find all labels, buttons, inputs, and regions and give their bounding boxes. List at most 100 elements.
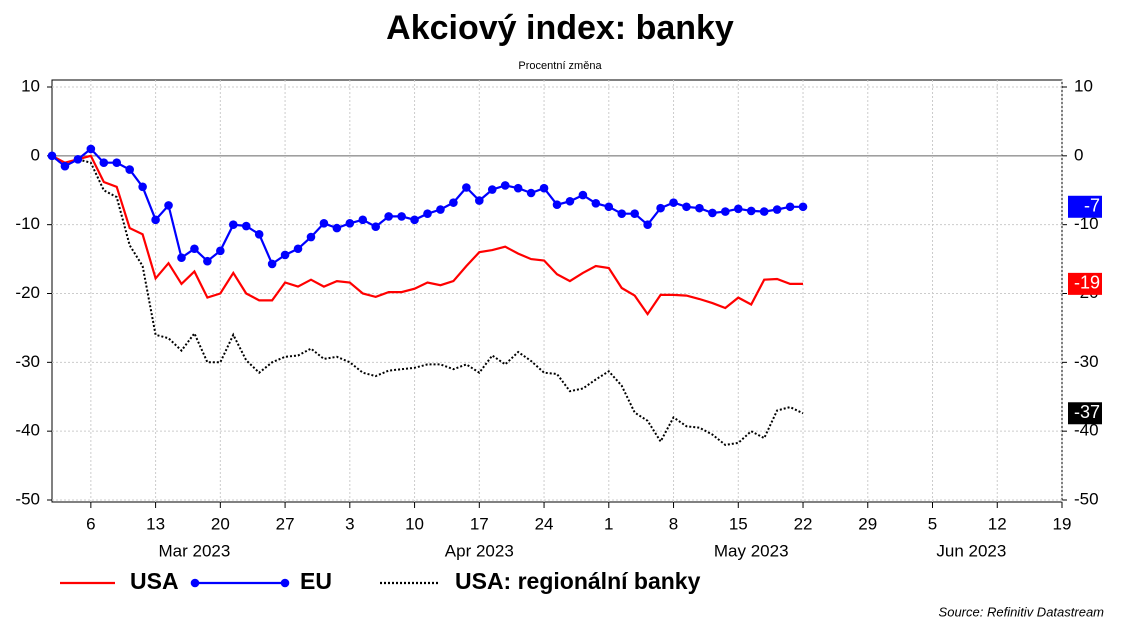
y2-tick-label: -50 bbox=[1074, 489, 1099, 508]
legend-marker bbox=[280, 578, 290, 588]
x-tick-label: 27 bbox=[276, 514, 295, 533]
point bbox=[669, 198, 678, 207]
chart-subtitle: Procentní změna bbox=[518, 60, 602, 72]
point bbox=[539, 183, 549, 193]
end-badge bbox=[1068, 272, 1102, 295]
x-tick-label: 15 bbox=[729, 514, 748, 533]
end-label: -37 bbox=[1074, 402, 1100, 422]
month-label: May 2023 bbox=[714, 541, 789, 560]
x-tick-label: 20 bbox=[211, 514, 230, 533]
point bbox=[384, 212, 393, 221]
series-line bbox=[51, 154, 803, 317]
point bbox=[60, 161, 70, 171]
end-badge bbox=[1068, 402, 1102, 425]
chart-title: Akciový index: banky bbox=[386, 9, 734, 47]
y-tick-label: 10 bbox=[21, 76, 40, 95]
point bbox=[708, 208, 717, 218]
point bbox=[267, 259, 277, 269]
point bbox=[513, 183, 523, 193]
y-tick-label: -20 bbox=[15, 283, 40, 302]
x-tick-label: 13 bbox=[146, 514, 165, 533]
point bbox=[721, 207, 730, 216]
point bbox=[746, 206, 756, 216]
x-tick-label: 19 bbox=[1053, 514, 1072, 533]
point bbox=[151, 215, 160, 225]
point bbox=[578, 190, 588, 200]
x-tick-label: 17 bbox=[470, 514, 489, 533]
point bbox=[552, 200, 562, 210]
point bbox=[138, 182, 147, 192]
point bbox=[591, 199, 601, 208]
end-label: -19 bbox=[1074, 273, 1100, 293]
source: Source: Refinitiv Datastream bbox=[939, 604, 1105, 619]
point bbox=[785, 202, 795, 212]
point bbox=[164, 201, 173, 210]
x-tick-label: 3 bbox=[345, 514, 354, 533]
point bbox=[73, 154, 83, 164]
y-tick-label: -30 bbox=[15, 352, 40, 371]
point bbox=[695, 203, 704, 213]
month-label: Apr 2023 bbox=[445, 541, 514, 560]
point bbox=[345, 218, 355, 228]
x-tick-label: 12 bbox=[988, 514, 1007, 533]
legend-marker bbox=[190, 578, 200, 588]
point bbox=[772, 205, 782, 214]
x-tick-label: 10 bbox=[405, 514, 424, 533]
point bbox=[656, 203, 665, 213]
y-tick-label: -10 bbox=[15, 214, 40, 233]
end-badge bbox=[1068, 195, 1102, 218]
point bbox=[604, 202, 614, 212]
y-tick-label: -50 bbox=[15, 489, 40, 508]
point bbox=[565, 196, 575, 206]
point bbox=[241, 221, 251, 231]
y2-tick-label: -40 bbox=[1074, 421, 1099, 440]
point bbox=[630, 209, 639, 218]
legend-label: USA: regionální banky bbox=[455, 568, 701, 594]
point bbox=[436, 205, 445, 214]
point bbox=[500, 181, 510, 190]
point bbox=[319, 218, 329, 228]
y2-tick-label: -10 bbox=[1074, 214, 1099, 233]
x-tick-label: 22 bbox=[794, 514, 813, 533]
point bbox=[759, 207, 769, 216]
point bbox=[462, 183, 471, 192]
point bbox=[475, 196, 484, 205]
point bbox=[228, 220, 238, 229]
y-tick-label: -40 bbox=[15, 421, 40, 440]
legend-label: EU bbox=[300, 568, 332, 594]
point bbox=[423, 209, 432, 218]
point bbox=[526, 188, 536, 198]
point bbox=[112, 158, 122, 168]
point bbox=[682, 202, 691, 212]
point bbox=[371, 222, 381, 232]
point bbox=[125, 165, 134, 174]
point bbox=[358, 215, 368, 225]
legend-label: USA bbox=[130, 568, 179, 594]
y2-tick-label: 0 bbox=[1074, 145, 1083, 164]
point bbox=[177, 253, 186, 263]
point bbox=[410, 215, 419, 225]
point bbox=[280, 250, 290, 260]
x-tick-label: 29 bbox=[858, 514, 877, 533]
x-tick-label: 8 bbox=[669, 514, 678, 533]
point bbox=[293, 244, 303, 254]
y-tick-label: 0 bbox=[31, 145, 40, 164]
x-tick-label: 5 bbox=[928, 514, 937, 533]
point bbox=[643, 220, 652, 229]
point bbox=[617, 209, 627, 218]
end-label: -7 bbox=[1084, 196, 1100, 216]
point bbox=[733, 204, 743, 214]
x-tick-label: 1 bbox=[604, 514, 613, 533]
point bbox=[798, 202, 808, 212]
x-tick-label: 6 bbox=[86, 514, 95, 533]
y2-tick-label: 10 bbox=[1074, 76, 1093, 95]
month-label: Jun 2023 bbox=[936, 541, 1006, 560]
point bbox=[397, 212, 406, 221]
x-tick-label: 24 bbox=[535, 514, 554, 533]
point bbox=[449, 198, 458, 207]
point bbox=[203, 256, 212, 266]
point bbox=[99, 158, 109, 168]
point bbox=[254, 230, 264, 239]
y2-tick-label: -30 bbox=[1074, 352, 1099, 371]
